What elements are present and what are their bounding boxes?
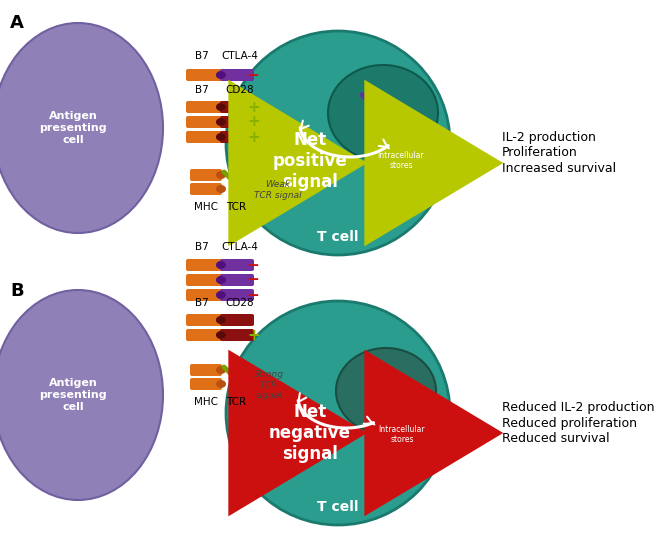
Text: Intracellular
stores: Intracellular stores xyxy=(378,151,424,170)
Ellipse shape xyxy=(216,71,226,79)
Ellipse shape xyxy=(216,291,226,299)
Polygon shape xyxy=(360,93,376,103)
Text: CTLA-4: CTLA-4 xyxy=(222,51,258,61)
Text: Net
positive
signal: Net positive signal xyxy=(272,131,348,191)
FancyBboxPatch shape xyxy=(220,289,254,301)
Text: Net
negative
signal: Net negative signal xyxy=(269,403,351,463)
Ellipse shape xyxy=(216,71,226,79)
Text: CD28: CD28 xyxy=(226,298,254,308)
Ellipse shape xyxy=(0,290,163,500)
Ellipse shape xyxy=(216,118,226,126)
Text: Intracellular
stores: Intracellular stores xyxy=(379,425,426,444)
Ellipse shape xyxy=(0,23,163,233)
Text: A: A xyxy=(10,14,24,32)
Circle shape xyxy=(226,31,450,255)
Ellipse shape xyxy=(216,331,226,339)
Circle shape xyxy=(226,301,450,525)
FancyBboxPatch shape xyxy=(186,314,222,326)
FancyBboxPatch shape xyxy=(186,329,222,341)
Ellipse shape xyxy=(216,133,226,141)
FancyBboxPatch shape xyxy=(190,364,222,376)
Ellipse shape xyxy=(216,380,226,388)
Text: B7: B7 xyxy=(195,85,209,95)
Ellipse shape xyxy=(216,185,226,193)
Text: Strong
TCR
signal: Strong TCR signal xyxy=(254,370,284,400)
Text: B7: B7 xyxy=(195,51,209,61)
Ellipse shape xyxy=(216,133,226,141)
Ellipse shape xyxy=(216,366,226,374)
Text: +: + xyxy=(248,328,260,342)
Ellipse shape xyxy=(216,261,226,269)
FancyBboxPatch shape xyxy=(220,101,254,113)
Text: −: − xyxy=(246,258,259,272)
FancyBboxPatch shape xyxy=(186,116,222,128)
Ellipse shape xyxy=(216,118,226,126)
Text: CD28: CD28 xyxy=(226,85,254,95)
Ellipse shape xyxy=(336,348,436,434)
Ellipse shape xyxy=(216,261,226,269)
Ellipse shape xyxy=(216,103,226,111)
Text: Antigen
presenting
cell: Antigen presenting cell xyxy=(39,379,107,412)
Text: MHC: MHC xyxy=(194,202,218,212)
Text: B7: B7 xyxy=(195,298,209,308)
FancyBboxPatch shape xyxy=(220,259,254,271)
Text: Weak
TCR signal: Weak TCR signal xyxy=(254,180,302,199)
Text: TCR: TCR xyxy=(226,397,246,407)
Text: IL-2 production
Proliferation
Increased survival: IL-2 production Proliferation Increased … xyxy=(502,132,616,174)
FancyBboxPatch shape xyxy=(186,69,222,81)
FancyBboxPatch shape xyxy=(220,131,254,143)
Ellipse shape xyxy=(216,316,226,324)
Ellipse shape xyxy=(216,276,226,284)
Text: −: − xyxy=(246,272,259,288)
FancyBboxPatch shape xyxy=(190,378,222,390)
Text: T cell: T cell xyxy=(317,500,359,514)
Polygon shape xyxy=(369,380,383,386)
Polygon shape xyxy=(380,100,396,110)
Text: Antigen
presenting
cell: Antigen presenting cell xyxy=(39,111,107,145)
FancyBboxPatch shape xyxy=(220,274,254,286)
Text: B7: B7 xyxy=(195,242,209,252)
Text: TCR: TCR xyxy=(226,202,246,212)
FancyBboxPatch shape xyxy=(220,69,254,81)
Text: B: B xyxy=(10,282,23,300)
Ellipse shape xyxy=(216,316,226,324)
Polygon shape xyxy=(367,119,383,127)
Ellipse shape xyxy=(216,103,226,111)
Text: T cell: T cell xyxy=(317,230,359,244)
Text: MHC: MHC xyxy=(194,397,218,407)
FancyBboxPatch shape xyxy=(186,274,222,286)
Text: CTLA-4: CTLA-4 xyxy=(222,242,258,252)
Text: +: + xyxy=(248,129,260,145)
Ellipse shape xyxy=(216,291,226,299)
Ellipse shape xyxy=(216,331,226,339)
Text: +: + xyxy=(248,100,260,115)
Polygon shape xyxy=(394,112,408,124)
FancyBboxPatch shape xyxy=(220,329,254,341)
FancyBboxPatch shape xyxy=(186,289,222,301)
Ellipse shape xyxy=(216,171,226,179)
FancyBboxPatch shape xyxy=(186,101,222,113)
Text: −: − xyxy=(246,67,259,83)
FancyBboxPatch shape xyxy=(220,314,254,326)
FancyBboxPatch shape xyxy=(190,169,222,181)
FancyBboxPatch shape xyxy=(190,183,222,195)
Polygon shape xyxy=(390,392,403,399)
FancyBboxPatch shape xyxy=(220,116,254,128)
Text: −: − xyxy=(246,288,259,302)
Text: +: + xyxy=(248,115,260,129)
Text: Reduced IL-2 production
Reduced proliferation
Reduced survival: Reduced IL-2 production Reduced prolifer… xyxy=(502,402,655,444)
Ellipse shape xyxy=(328,65,438,161)
FancyBboxPatch shape xyxy=(186,259,222,271)
Ellipse shape xyxy=(216,276,226,284)
FancyBboxPatch shape xyxy=(186,131,222,143)
Polygon shape xyxy=(374,398,388,404)
